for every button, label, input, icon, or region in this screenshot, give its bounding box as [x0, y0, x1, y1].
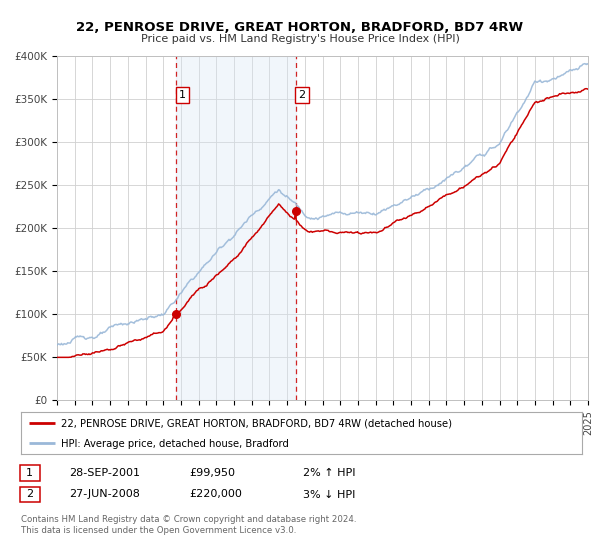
Text: Price paid vs. HM Land Registry's House Price Index (HPI): Price paid vs. HM Land Registry's House … [140, 34, 460, 44]
Text: 2% ↑ HPI: 2% ↑ HPI [303, 468, 355, 478]
Text: 27-JUN-2008: 27-JUN-2008 [69, 489, 140, 500]
Text: 1: 1 [179, 90, 186, 100]
Text: £220,000: £220,000 [189, 489, 242, 500]
Text: 28-SEP-2001: 28-SEP-2001 [69, 468, 140, 478]
Bar [176, 56, 296, 400]
Text: 1: 1 [26, 468, 33, 478]
Text: 2: 2 [298, 90, 305, 100]
Text: 3% ↓ HPI: 3% ↓ HPI [303, 489, 355, 500]
Text: Contains HM Land Registry data © Crown copyright and database right 2024.: Contains HM Land Registry data © Crown c… [21, 515, 356, 524]
Text: 2: 2 [26, 489, 33, 500]
Text: 22, PENROSE DRIVE, GREAT HORTON, BRADFORD, BD7 4RW: 22, PENROSE DRIVE, GREAT HORTON, BRADFOR… [76, 21, 524, 34]
Text: This data is licensed under the Open Government Licence v3.0.: This data is licensed under the Open Gov… [21, 526, 296, 535]
Text: 22, PENROSE DRIVE, GREAT HORTON, BRADFORD, BD7 4RW (detached house): 22, PENROSE DRIVE, GREAT HORTON, BRADFOR… [61, 418, 452, 428]
Text: £99,950: £99,950 [189, 468, 235, 478]
Text: HPI: Average price, detached house, Bradford: HPI: Average price, detached house, Brad… [61, 438, 289, 449]
